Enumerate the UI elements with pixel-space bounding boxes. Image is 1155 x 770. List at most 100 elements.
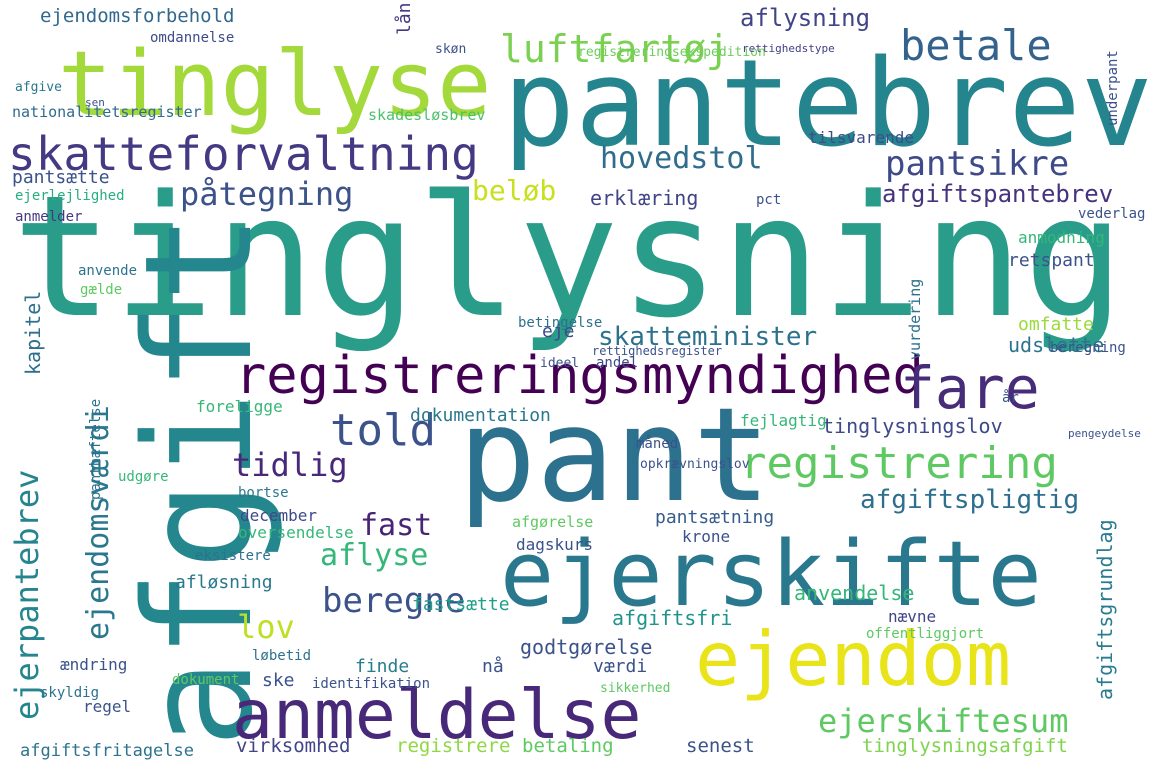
word-nationalitetsregister: nationalitetsregister xyxy=(12,103,202,121)
word-tilsvarende: tilsvarende xyxy=(808,128,914,147)
word-afløsning: afløsning xyxy=(175,572,273,593)
word-rettighedsregister: rettighedsregister xyxy=(592,344,722,358)
word-nævne: nævne xyxy=(888,607,936,626)
word-aflyse: aflyse xyxy=(320,538,428,573)
word-foreligge: foreligge xyxy=(196,397,283,416)
word-ændring: ændring xyxy=(60,655,127,674)
word-ske: ske xyxy=(262,670,295,691)
word-afgiftspantebrev: afgiftspantebrev xyxy=(882,180,1113,208)
word-gælde: gælde xyxy=(80,282,122,298)
word-beløb: beløb xyxy=(472,174,556,207)
word-vederlag: vederlag xyxy=(1078,206,1145,222)
word-underpant: underpant xyxy=(1105,50,1121,126)
word-registrere: registrere xyxy=(396,735,510,757)
word-nå: nå xyxy=(482,656,504,677)
word-tinglysningsafgift: tinglysningsafgift xyxy=(862,735,1068,757)
word-afgiftsgrundlag: afgiftsgrundlag xyxy=(1093,519,1117,700)
word-afgiftspligtig: afgiftspligtig xyxy=(860,485,1079,515)
word-afgiftsfritagelse: afgiftsfritagelse xyxy=(20,741,194,761)
word-senest: senest xyxy=(686,735,755,757)
word-fare: fare xyxy=(900,354,1040,422)
word-eje: eje xyxy=(542,321,575,342)
word-dokumentation: dokumentation xyxy=(410,405,551,426)
word-pant: pant xyxy=(458,379,771,531)
word-krone: krone xyxy=(682,527,730,546)
word-tinglysning: tinglysning xyxy=(12,159,1125,355)
word-omdannelse: omdannelse xyxy=(150,30,234,46)
word-dokument: dokument xyxy=(172,672,239,688)
word-tinglyse: tinglyse xyxy=(58,32,491,137)
word-virksomhed: virksomhed xyxy=(236,735,350,757)
word-told: told xyxy=(330,405,436,456)
word-regel: regel xyxy=(83,697,131,716)
word-tidlig: tidlig xyxy=(232,446,348,484)
word-registreringsekspedition: registreringsekspedition xyxy=(578,45,766,60)
word-bortse: bortse xyxy=(238,485,289,501)
word-udslette: udslette xyxy=(1008,333,1104,357)
word-værdi: værdi xyxy=(593,656,647,677)
word-skøn: skøn xyxy=(435,42,466,57)
word-ejerskiftesum: ejerskiftesum xyxy=(818,702,1068,740)
word-sen: sen xyxy=(85,96,105,109)
word-betaling: betaling xyxy=(522,735,614,757)
word-betingelse: betingelse xyxy=(518,315,602,331)
word-betale: betale xyxy=(900,21,1052,70)
word-afgive: afgive xyxy=(15,80,62,95)
word-kapitel: kapitel xyxy=(21,291,45,375)
word-opkrævningslov: opkrævningslov xyxy=(640,457,750,472)
word-retspant: retspant xyxy=(1008,250,1095,271)
word-pantsætte: pantsætte xyxy=(12,167,110,188)
word-lov: lov xyxy=(237,608,295,646)
word-anmeldelse: anmeldelse xyxy=(232,676,641,755)
word-ideel: ideel xyxy=(540,356,579,371)
word-fastsætte: fastsætte xyxy=(412,594,510,615)
word-udgøre: udgøre xyxy=(118,469,169,485)
word-afgørelse: afgørelse xyxy=(512,513,593,531)
word-offentliggjort: offentliggjort xyxy=(866,626,984,642)
word-hovedstol: hovedstol xyxy=(600,141,763,176)
word-fejlagtig: fejlagtig xyxy=(740,411,827,430)
word-andel: andel xyxy=(596,355,638,371)
word-lån: lån xyxy=(394,2,415,35)
word-panthæftelse: panthæftelse xyxy=(88,399,104,500)
word-oversendelse: oversendelse xyxy=(238,523,354,542)
word-december: december xyxy=(240,506,317,525)
word-løbetid: løbetid xyxy=(252,648,311,664)
word-pantebrev: pantebrev xyxy=(503,35,1153,174)
word-anvende: anvende xyxy=(78,263,137,279)
word-identifikation: identifikation xyxy=(312,676,430,692)
word-afgiftsfri: afgiftsfri xyxy=(612,606,732,630)
word-anvendelse: anvendelse xyxy=(794,581,914,605)
word-afgift: afgift xyxy=(113,213,285,748)
word-rettighedstype: rettighedstype xyxy=(742,42,835,55)
word-anmodning: anmodning xyxy=(1018,228,1105,247)
word-pantsætning: pantsætning xyxy=(655,507,774,528)
word-registrering: registrering xyxy=(740,438,1058,489)
word-måned: måned xyxy=(636,435,678,452)
word-pantsikre: pantsikre xyxy=(885,144,1069,184)
word-påtegning: påtegning xyxy=(180,175,353,213)
word-registreringsmyndighed: registreringsmyndighed xyxy=(235,346,924,406)
word-ejendomsforbehold: ejendomsforbehold xyxy=(40,5,234,27)
word-år: år xyxy=(1002,389,1019,406)
word-eksistere: eksistere xyxy=(195,548,271,564)
word-sikkerhed: sikkerhed xyxy=(600,681,670,696)
word-tinglysningslov: tinglysningslov xyxy=(822,414,1003,438)
word-fast: fast xyxy=(360,508,432,543)
word-anmelder: anmelder xyxy=(15,209,82,225)
word-erklæring: erklæring xyxy=(590,186,698,210)
word-beregne: beregne xyxy=(322,581,465,621)
word-luftfartøj: luftfartøj xyxy=(500,27,729,71)
word-pengeydelse: pengeydelse xyxy=(1068,427,1141,440)
word-skadesløsbrev: skadesløsbrev xyxy=(368,106,485,124)
word-aflysning: aflysning xyxy=(740,4,870,32)
word-skatteforvaltning: skatteforvaltning xyxy=(8,127,479,181)
word-dagskurs: dagskurs xyxy=(516,535,593,554)
word-ejerpantebrev: ejerpantebrev xyxy=(8,470,46,720)
word-finde: finde xyxy=(355,656,409,677)
word-ejerskifte: ejerskifte xyxy=(500,522,1042,627)
word-omfatte: omfatte xyxy=(1018,314,1094,335)
word-beregning: beregning xyxy=(1050,340,1126,356)
